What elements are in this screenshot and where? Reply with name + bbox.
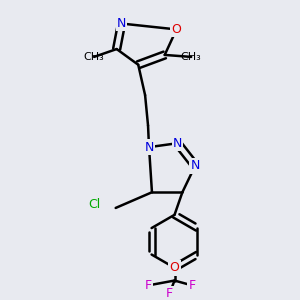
Text: N: N (117, 17, 126, 30)
Text: F: F (145, 279, 152, 292)
Text: N: N (190, 159, 200, 172)
Text: F: F (189, 279, 196, 292)
Text: N: N (173, 137, 182, 150)
Text: CH₃: CH₃ (84, 52, 104, 62)
Text: CH₃: CH₃ (181, 52, 202, 62)
Text: Cl: Cl (88, 197, 100, 211)
Text: O: O (169, 261, 179, 274)
Text: O: O (172, 23, 182, 36)
Text: F: F (166, 287, 173, 300)
Text: N: N (144, 141, 154, 154)
